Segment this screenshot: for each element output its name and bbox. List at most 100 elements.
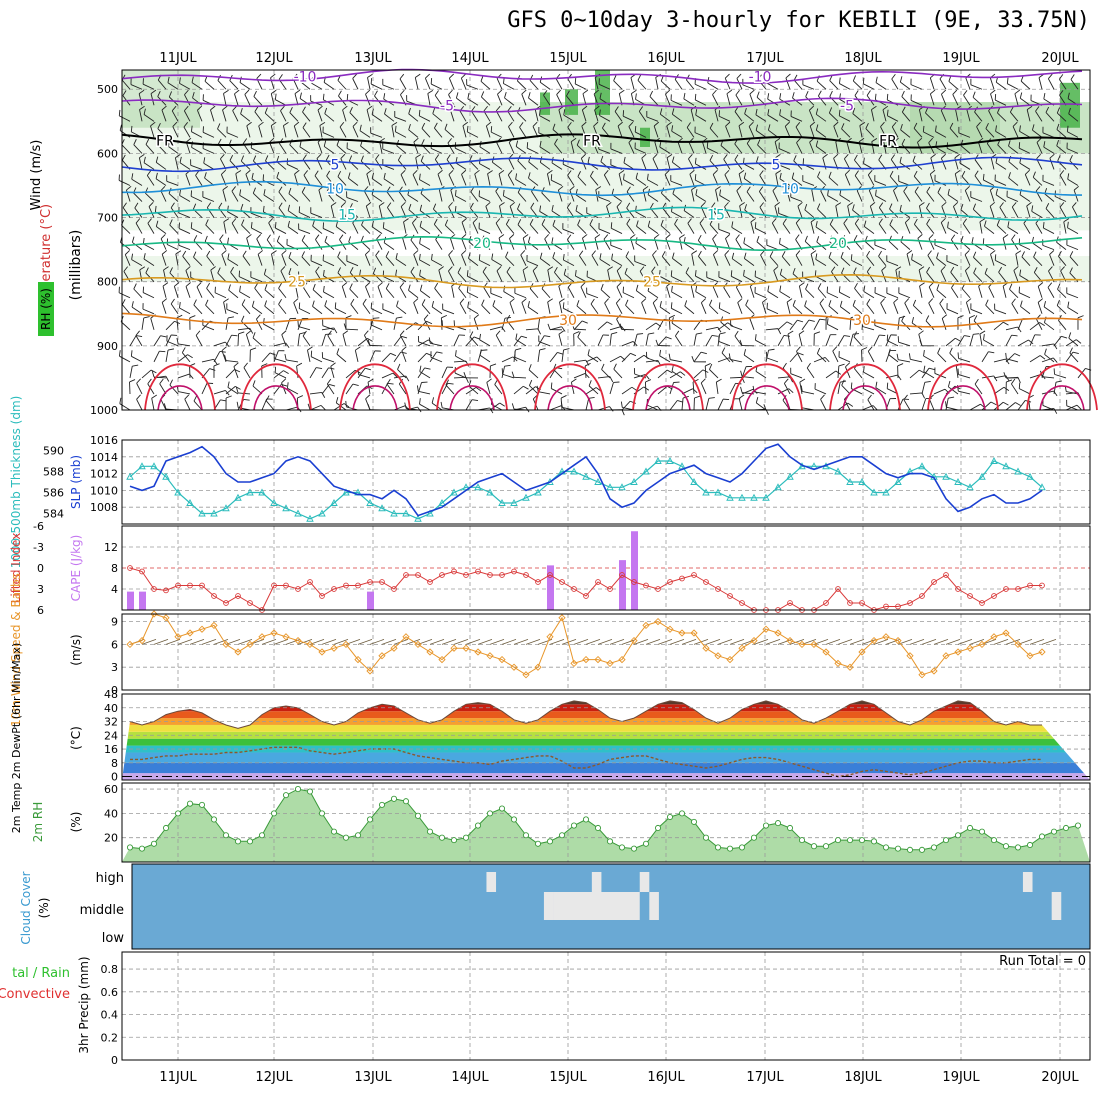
- surface-wind-barb: [910, 639, 924, 644]
- wind-barb: [215, 293, 226, 298]
- wind-barb: [940, 304, 946, 314]
- wind-barb: [713, 287, 718, 298]
- wind-barb-flag: [768, 286, 769, 292]
- wind-barb: [722, 353, 730, 362]
- wind-barb: [922, 399, 926, 410]
- wind-barb: [585, 366, 586, 378]
- wind-barb-flag: [787, 322, 792, 325]
- wind-barb-flag: [797, 320, 803, 322]
- wind-barb-flag: [194, 300, 197, 305]
- wind-barb-flag: [611, 332, 617, 334]
- wind-barb-flag: [429, 337, 430, 343]
- wind-barb: [820, 303, 826, 313]
- wind-barb-flag: [929, 283, 933, 287]
- wind-barb-flag: [805, 301, 807, 307]
- wind-barb-flag: [132, 301, 133, 307]
- wind-barb-flag: [295, 90, 300, 94]
- rh-point: [631, 846, 636, 851]
- wind-barb-flag: [662, 251, 665, 256]
- rh-point: [163, 825, 168, 830]
- wind-barb: [910, 370, 919, 378]
- wind-barb-flag: [136, 336, 142, 337]
- wind-barb: [929, 303, 934, 314]
- wind-barb-flag: [867, 251, 870, 256]
- thickness-series: [130, 461, 1042, 519]
- wind-barb-flag: [1016, 251, 1021, 254]
- wind-barb-flag: [400, 74, 404, 79]
- wind-barb-flag: [125, 250, 129, 254]
- rh-point: [691, 819, 696, 824]
- wind-barb-flag: [300, 93, 301, 99]
- wind-barb: [442, 367, 447, 378]
- wind-barb-flag: [853, 300, 855, 306]
- wind-barb-flag: [805, 236, 807, 242]
- wind-barb: [431, 357, 442, 362]
- wind-barb: [516, 339, 526, 345]
- wind-barb-flag: [523, 386, 528, 389]
- wind-barb-flag: [964, 90, 968, 95]
- wind-barb: [986, 305, 994, 314]
- wind-barb: [970, 404, 981, 410]
- wind-barb-flag: [365, 250, 369, 254]
- wind-barb-flag: [279, 283, 282, 288]
- thk-tick-588: 588: [43, 466, 64, 479]
- cloud-level-middle: middle: [80, 903, 124, 918]
- wind-barb: [480, 340, 490, 346]
- wind-barb-flag: [339, 235, 342, 240]
- wind-barb: [575, 84, 586, 89]
- wind-barb: [956, 366, 958, 378]
- wind-barb: [790, 353, 798, 362]
- wind-barb-flag: [462, 234, 466, 238]
- wind-barb-flag: [363, 299, 366, 304]
- isotherm-label--5: -5: [840, 98, 854, 114]
- rh-point: [343, 835, 348, 840]
- wind-barb-flag: [132, 365, 138, 366]
- wind-barb-flag: [161, 234, 165, 238]
- rh-point: [907, 847, 912, 852]
- wind-barb-flag: [245, 90, 249, 94]
- wind-barb-flag: [122, 299, 125, 304]
- rh-point: [451, 838, 456, 843]
- isotherm-label-10: 10: [781, 182, 799, 198]
- rh-point: [967, 825, 972, 830]
- wind-barb-flag: [692, 251, 697, 254]
- wind-barb: [1006, 335, 1012, 346]
- li-tick--3: -3: [33, 541, 44, 554]
- wind-barb-flag: [698, 251, 701, 256]
- wind-barb: [793, 306, 802, 314]
- surface-wind-barb: [718, 639, 732, 644]
- rh-point: [715, 845, 720, 850]
- wind-barb: [526, 329, 538, 330]
- wind-barb-flag: [160, 336, 166, 337]
- wind-barb-flag: [441, 315, 446, 317]
- day-label-top-14JUL: 14JUL: [451, 51, 489, 66]
- wind-barb: [982, 352, 988, 362]
- wind-barb-flag: [713, 250, 717, 254]
- wind-barb: [622, 341, 633, 345]
- wind-barb: [623, 293, 634, 298]
- isotherm-30: [122, 313, 1082, 326]
- surface-wind-barb: [958, 639, 972, 644]
- wind-barb-flag: [757, 236, 759, 242]
- wind-barb-flag: [942, 315, 947, 319]
- wind-barb: [949, 81, 958, 89]
- wind-barb-flag: [160, 379, 164, 384]
- isotherm-40-loop: [1040, 386, 1084, 410]
- wind-barb: [432, 307, 442, 314]
- wind-barb-flag: [449, 90, 453, 94]
- rh-point: [619, 845, 624, 850]
- wind-barb-flag: [329, 384, 335, 386]
- wind-barb-flag: [522, 90, 526, 94]
- wind-barb-flag: [232, 335, 238, 336]
- wind-barb: [226, 386, 235, 394]
- wind-barb: [755, 340, 766, 346]
- wind-barb-flag: [1015, 354, 1020, 356]
- wind-barb-flag: [621, 402, 622, 408]
- rh-band-2: [122, 256, 1090, 282]
- wind-barb: [680, 238, 682, 250]
- surface-wind-barb: [154, 639, 168, 644]
- wind-barb-flag: [964, 336, 970, 337]
- wind-barb-flag: [493, 300, 495, 306]
- isotherm-label-25: 25: [288, 275, 306, 291]
- wind-barb-flag: [544, 336, 550, 337]
